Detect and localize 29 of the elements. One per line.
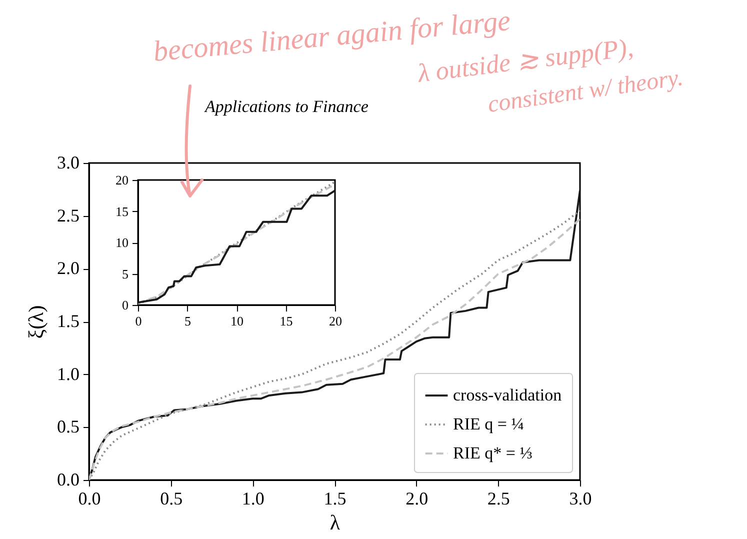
x-axis-title: λ bbox=[330, 510, 341, 534]
y-tick-label: 0.5 bbox=[57, 416, 80, 437]
chart-title: Applications to Finance bbox=[204, 97, 369, 116]
x-tick-label: 0 bbox=[135, 314, 142, 328]
y-tick-label: 10 bbox=[116, 235, 128, 250]
x-tick-label: 1.0 bbox=[242, 488, 264, 508]
legend-label: RIE q = ¼ bbox=[453, 414, 524, 434]
y-tick-label: 0.0 bbox=[57, 470, 80, 490]
y-tick-label: 0 bbox=[122, 298, 128, 312]
y-tick-label: 5 bbox=[122, 266, 128, 282]
x-tick-label: 2.0 bbox=[406, 488, 428, 508]
x-tick-label: 5 bbox=[184, 314, 191, 328]
legend-label: RIE q* = ⅓ bbox=[453, 444, 533, 462]
x-tick-label: 1.5 bbox=[324, 488, 346, 508]
x-tick-label: 0.5 bbox=[160, 488, 183, 508]
x-tick-label: 2.5 bbox=[487, 488, 510, 508]
legend-label: cross-validation bbox=[453, 386, 562, 404]
y-tick-label: 3.0 bbox=[57, 152, 80, 172]
x-tick-label: 10 bbox=[230, 314, 244, 328]
y-tick-label: 1.0 bbox=[57, 364, 80, 384]
y-tick-label: 15 bbox=[116, 204, 128, 219]
x-tick-label: 20 bbox=[329, 314, 342, 328]
y-tick-label: 20 bbox=[116, 172, 128, 188]
x-tick-label: 3.0 bbox=[569, 488, 592, 508]
x-tick-label: 0.0 bbox=[78, 488, 101, 508]
x-tick-label: 15 bbox=[280, 314, 293, 328]
y-tick-label: 2.0 bbox=[57, 258, 80, 278]
y-tick-label: 2.5 bbox=[57, 205, 80, 226]
y-axis-title: ξ(λ) bbox=[24, 305, 48, 339]
